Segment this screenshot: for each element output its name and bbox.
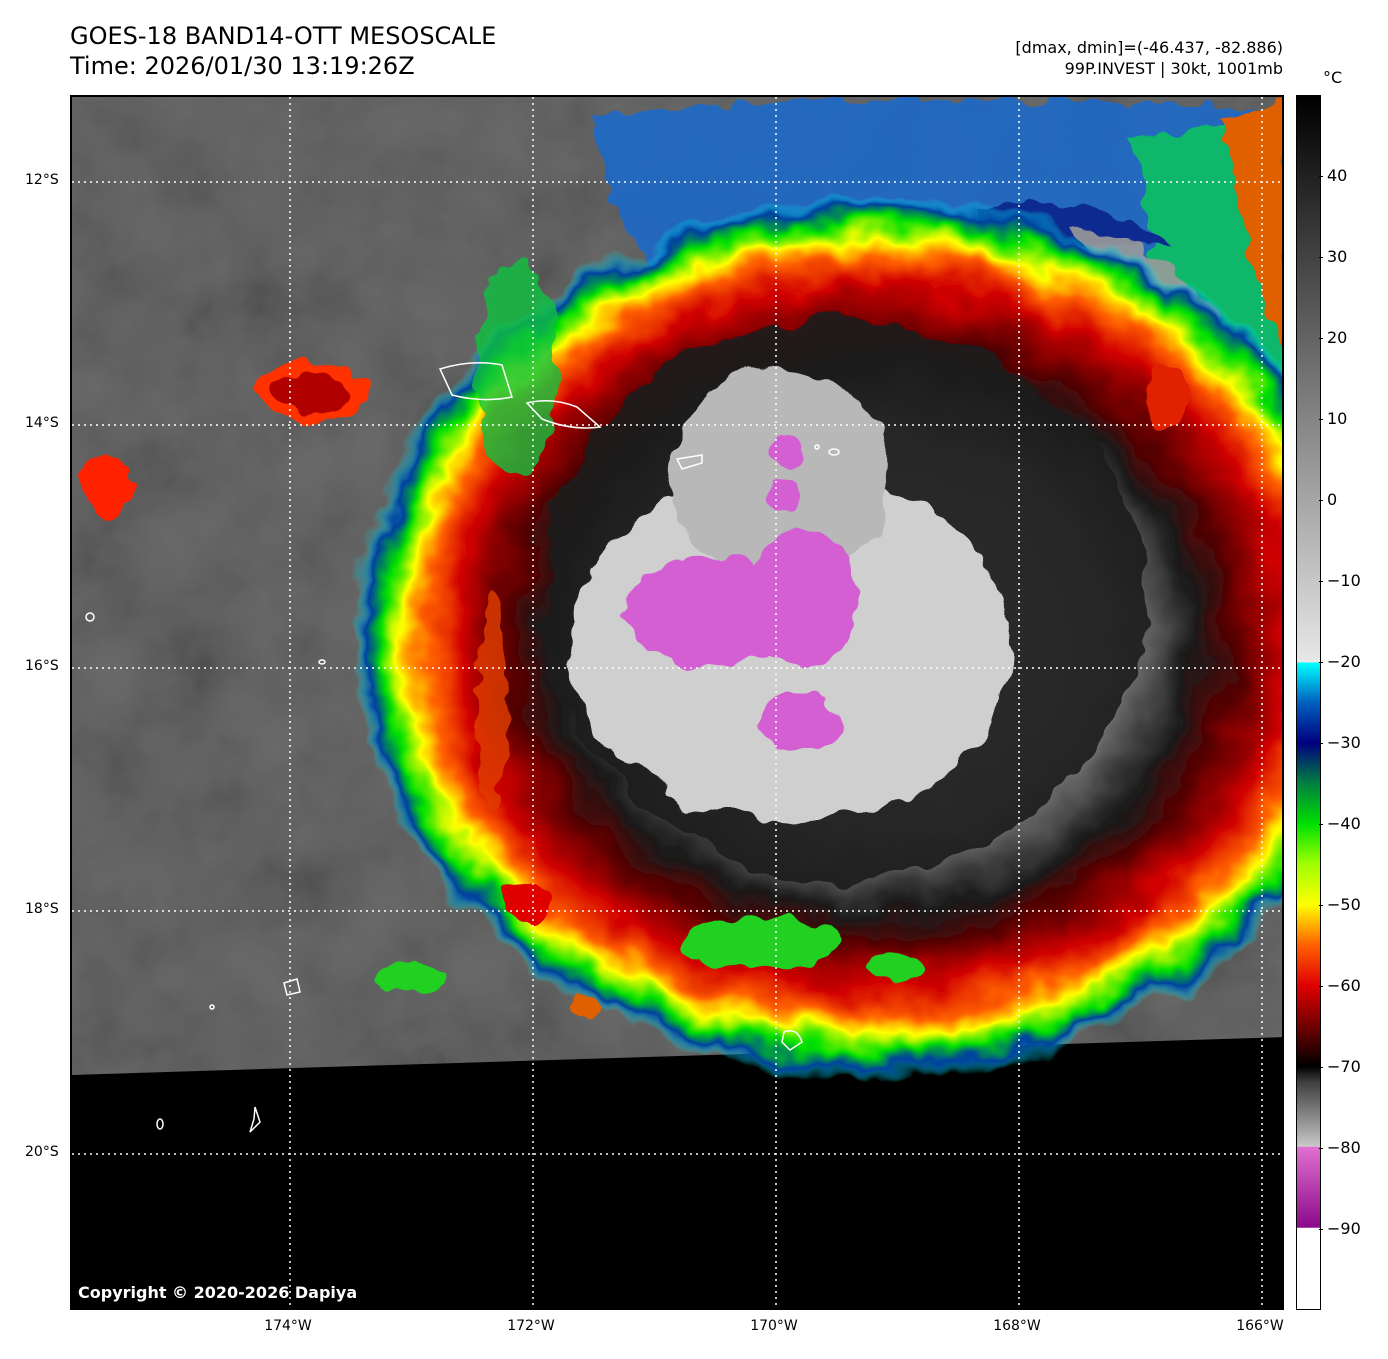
colorbar-label: −70: [1327, 1057, 1361, 1076]
colorbar-tick: [1319, 824, 1323, 825]
storm-info: 99P.INVEST | 30kt, 1001mb: [1064, 59, 1283, 78]
colorbar-label: −80: [1327, 1138, 1361, 1157]
lon-label-168w: 168°W: [993, 1318, 1041, 1334]
satellite-imagery: [72, 97, 1282, 1308]
colorbar-tick: [1319, 743, 1323, 744]
colorbar-tick: [1319, 1229, 1323, 1230]
lon-label-172w: 172°W: [507, 1318, 555, 1334]
lat-label-14s: 14°S: [25, 415, 59, 431]
colorbar-tick: [1319, 176, 1323, 177]
colorbar-tick: [1319, 257, 1323, 258]
colorbar-label: 0: [1327, 490, 1338, 509]
colorbar-label: 30: [1327, 247, 1348, 266]
colorbar-label: 10: [1327, 409, 1348, 428]
satellite-map[interactable]: Copyright © 2020-2026 Dapiya: [70, 95, 1284, 1310]
colorbar-tick: [1319, 1067, 1323, 1068]
colorbar-label: −50: [1327, 895, 1361, 914]
colorbar-tick: [1319, 986, 1323, 987]
colorbar-tick: [1319, 662, 1323, 663]
coastlines: [85, 362, 840, 1133]
lat-label-16s: 16°S: [25, 658, 59, 674]
colorbar-label: −60: [1327, 976, 1361, 995]
colorbar-label: −40: [1327, 814, 1361, 833]
copyright-notice: Copyright © 2020-2026 Dapiya: [78, 1283, 358, 1302]
colorbar-label: −90: [1327, 1219, 1361, 1238]
lon-label-174w: 174°W: [264, 1318, 312, 1334]
colorbar-label: −20: [1327, 652, 1361, 671]
cold-cloud-tops: [622, 436, 857, 752]
colorbar-label: −10: [1327, 571, 1361, 590]
colorbar-tick: [1319, 338, 1323, 339]
lat-label-18s: 18°S: [25, 901, 59, 917]
map-timestamp: Time: 2026/01/30 13:19:26Z: [70, 52, 415, 80]
colorbar-tick: [1319, 419, 1323, 420]
map-title: GOES-18 BAND14-OTT MESOSCALE: [70, 22, 497, 50]
colorbar-label: 20: [1327, 328, 1348, 347]
lon-label-170w: 170°W: [750, 1318, 798, 1334]
lon-label-166w: 166°W: [1236, 1318, 1284, 1334]
lat-label-20s: 20°S: [25, 1144, 59, 1160]
colorbar-tick: [1319, 500, 1323, 501]
lat-label-12s: 12°S: [25, 172, 59, 188]
scattered-convection: [82, 257, 1187, 1019]
data-range: [dmax, dmin]=(-46.437, -82.886): [1015, 38, 1283, 57]
colorbar-tick: [1319, 905, 1323, 906]
colorbar-tick: [1319, 581, 1323, 582]
colorbar: [1296, 95, 1321, 1310]
colorbar-unit: °C: [1323, 68, 1343, 87]
colorbar-label: −30: [1327, 733, 1361, 752]
colorbar-label: 40: [1327, 166, 1348, 185]
colorbar-tick: [1319, 1148, 1323, 1149]
graticule: [72, 97, 1282, 1308]
